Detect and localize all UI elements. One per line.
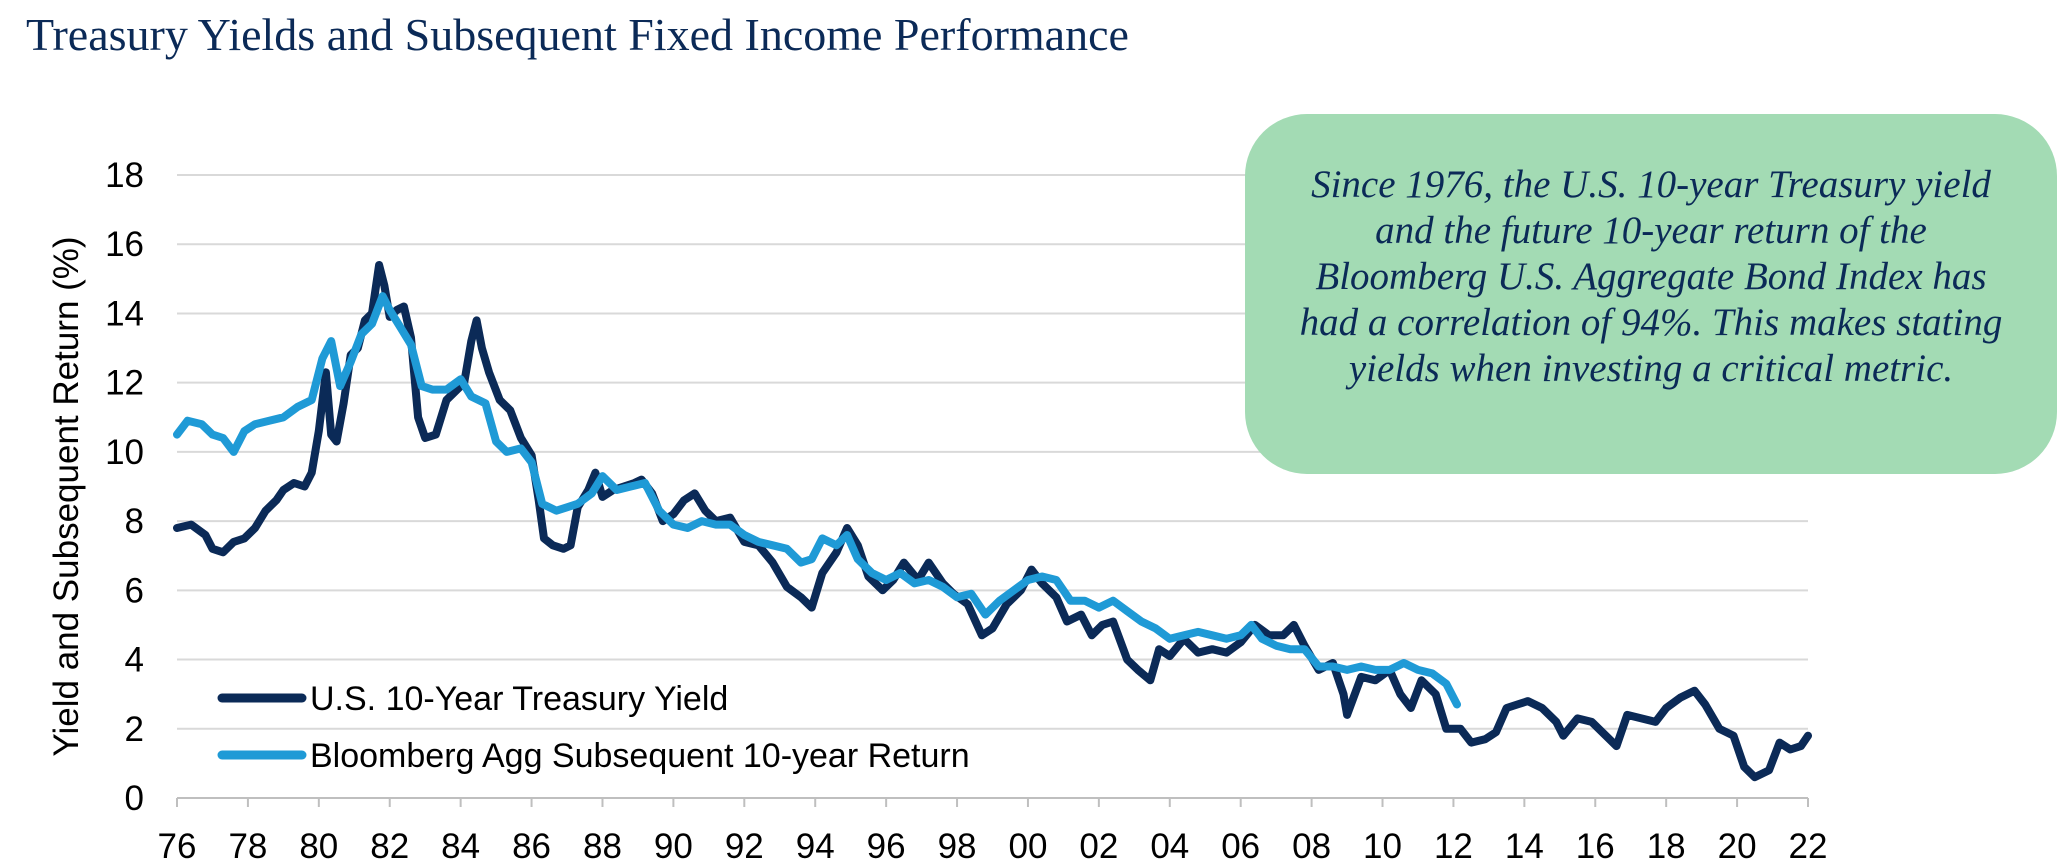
- x-tick-label-84: 84: [441, 827, 480, 866]
- x-axis-tick-labels: 76 78 80 82 84 86 88 90 92 94 96 98 00 02 04 06 08 10 12 14…: [158, 827, 1828, 866]
- y-tick-label-10: 10: [105, 433, 144, 472]
- x-tick-label-96: 96: [867, 827, 906, 866]
- y-tick-label-18: 18: [105, 156, 144, 195]
- y-tick-label-6: 6: [125, 571, 144, 610]
- y-tick-label-14: 14: [105, 294, 144, 333]
- x-tick-label-20: 20: [1718, 827, 1757, 866]
- callout-box: Since 1976, the U.S. 10-year Treasury yi…: [1245, 114, 2057, 474]
- x-tick-label-06: 06: [1221, 827, 1260, 866]
- x-tick-label-02: 02: [1079, 827, 1118, 866]
- y-axis-tick-labels: 0 2 4 6 8 10 12 14 16 18: [105, 156, 144, 818]
- x-axis-ticks: [176, 798, 1809, 807]
- x-tick-label-90: 90: [654, 827, 693, 866]
- series-lines: [173, 261, 1812, 782]
- y-tick-label-12: 12: [105, 364, 144, 403]
- x-tick-label-12: 12: [1434, 827, 1473, 866]
- x-tick-label-14: 14: [1505, 827, 1544, 866]
- x-tick-label-82: 82: [370, 827, 409, 866]
- y-tick-label-2: 2: [125, 710, 144, 749]
- x-tick-label-08: 08: [1292, 827, 1331, 866]
- y-tick-label-16: 16: [105, 225, 144, 264]
- series-line-2: [173, 292, 1461, 709]
- y-axis-title: Yield and Subsequent Return (%): [47, 236, 86, 756]
- x-tick-label-80: 80: [299, 827, 338, 866]
- legend-label-1: U.S. 10-Year Treasury Yield: [310, 680, 728, 718]
- legend: U.S. 10-Year Treasury Yield Bloomberg Agg…: [217, 680, 970, 775]
- x-tick-label-94: 94: [796, 827, 835, 866]
- chart-title: Treasury Yields and Subsequent Fixed Inc…: [26, 9, 1129, 60]
- x-tick-label-98: 98: [938, 827, 977, 866]
- legend-label-2: Bloomberg Agg Subsequent 10-year Return: [310, 737, 970, 775]
- x-tick-label-76: 76: [158, 827, 197, 866]
- y-tick-label-8: 8: [125, 502, 144, 541]
- y-tick-label-0: 0: [125, 779, 144, 818]
- x-tick-label-04: 04: [1150, 827, 1189, 866]
- y-tick-label-4: 4: [125, 641, 144, 680]
- x-tick-label-18: 18: [1647, 827, 1686, 866]
- x-tick-label-10: 10: [1363, 827, 1402, 866]
- x-tick-label-92: 92: [725, 827, 764, 866]
- x-tick-label-16: 16: [1576, 827, 1615, 866]
- x-tick-label-86: 86: [512, 827, 551, 866]
- x-tick-label-22: 22: [1789, 827, 1828, 866]
- x-tick-label-00: 00: [1008, 827, 1047, 866]
- callout-text: Since 1976, the U.S. 10-year Treasury yi…: [1299, 163, 2003, 390]
- x-tick-label-88: 88: [583, 827, 622, 866]
- x-tick-label-78: 78: [228, 827, 267, 866]
